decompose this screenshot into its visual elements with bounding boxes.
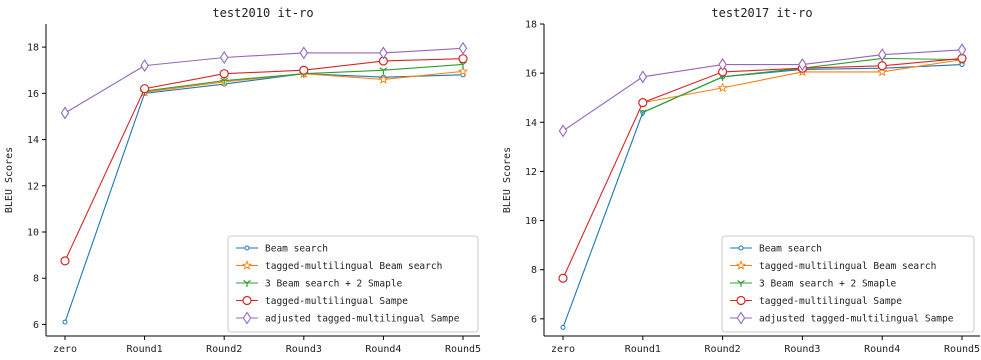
chart-title: test2017 it-ro xyxy=(711,6,812,20)
series-line xyxy=(562,57,963,279)
series-3 xyxy=(60,54,468,266)
legend: Beam search tagged-multilingual Beam sear… xyxy=(227,235,479,333)
data-point xyxy=(220,77,229,85)
x-tick-label: Round4 xyxy=(864,344,900,355)
series-line xyxy=(64,73,464,323)
data-point xyxy=(140,84,150,94)
legend-marker xyxy=(736,311,746,325)
legend-label: tagged-multilingual Beam search xyxy=(759,261,936,272)
y-axis-label: BLEU Scores xyxy=(4,147,15,213)
x-tick-label: Round1 xyxy=(625,344,661,355)
series-line xyxy=(64,47,464,114)
series-line xyxy=(562,63,963,328)
data-point xyxy=(299,65,309,75)
legend-label: tagged-multilingual Beam search xyxy=(265,261,442,272)
legend: Beam search tagged-multilingual Beam sear… xyxy=(721,235,975,333)
data-point xyxy=(798,58,807,72)
legend-marker xyxy=(243,280,251,287)
data-point xyxy=(717,82,728,93)
y-axis-label: BLEU Scores xyxy=(502,147,513,213)
y-tick-label: 16 xyxy=(525,69,537,80)
data-point xyxy=(877,48,887,62)
y-tick-label: 6 xyxy=(33,320,39,331)
legend-marker xyxy=(242,311,252,325)
legend-marker xyxy=(244,245,250,251)
x-tick-label: Round5 xyxy=(445,344,481,355)
x-tick-label: Round4 xyxy=(365,344,401,355)
x-tick-label: zero xyxy=(53,344,77,355)
data-point xyxy=(458,41,468,55)
legend-marker xyxy=(735,260,747,270)
x-tick-label: Round3 xyxy=(286,344,322,355)
legend-label: 3 Beam search + 2 Smaple xyxy=(759,279,897,290)
series-4 xyxy=(558,43,967,138)
legend-marker xyxy=(737,280,745,287)
data-point xyxy=(718,58,727,72)
y-tick-label: 10 xyxy=(525,216,537,227)
data-point xyxy=(299,46,309,60)
data-point xyxy=(60,106,70,120)
y-tick-label: 16 xyxy=(27,89,39,100)
legend-label: Beam search xyxy=(759,244,822,255)
data-point xyxy=(379,67,388,75)
data-point xyxy=(558,273,568,283)
legend-box xyxy=(227,235,479,333)
x-tick-label: Round2 xyxy=(206,344,242,355)
data-point xyxy=(458,54,468,64)
legend-label: Beam search xyxy=(265,244,328,255)
data-point xyxy=(457,65,469,76)
legend-label: 3 Beam search + 2 Smaple xyxy=(265,279,403,290)
x-tick-label: zero xyxy=(551,344,575,355)
series-4 xyxy=(60,41,468,120)
y-tick-label: 10 xyxy=(27,228,39,239)
y-tick-label: 18 xyxy=(525,20,537,31)
y-tick-label: 18 xyxy=(27,43,39,54)
y-tick-label: 12 xyxy=(27,181,39,192)
data-point xyxy=(957,43,967,57)
legend-label: adjusted tagged-multilingual Sampe xyxy=(265,314,460,325)
data-point xyxy=(560,324,566,330)
y-tick-label: 8 xyxy=(33,274,39,285)
legend-marker xyxy=(738,245,744,251)
data-point xyxy=(378,74,389,84)
data-point xyxy=(638,70,648,84)
legend-label: adjusted tagged-multilingual Sampe xyxy=(759,314,954,325)
series-line xyxy=(562,49,963,132)
data-point xyxy=(877,61,887,71)
data-point xyxy=(379,46,388,60)
data-point xyxy=(219,51,229,65)
data-point xyxy=(60,256,70,266)
chart-test2010: test2010 it-ro BLEU Scores 6 8 10 12 14 16 18 zer… xyxy=(4,6,481,355)
chart-title: test2010 it-ro xyxy=(212,6,313,20)
data-point xyxy=(459,61,467,69)
series-line xyxy=(64,58,464,262)
legend-box xyxy=(721,235,975,333)
legend-label: tagged-multilingual Sampe xyxy=(759,296,902,307)
data-point xyxy=(219,69,229,79)
y-tick-label: 12 xyxy=(525,167,537,178)
y-tick-label: 14 xyxy=(27,135,39,146)
x-tick-label: Round2 xyxy=(705,344,741,355)
y-tick-label: 8 xyxy=(531,265,537,276)
data-point xyxy=(877,66,888,77)
data-point xyxy=(140,59,149,73)
legend-label: tagged-multilingual Sampe xyxy=(265,296,408,307)
legend-marker xyxy=(241,260,253,270)
series-3 xyxy=(558,53,967,283)
legend-marker xyxy=(736,295,746,306)
data-point xyxy=(638,98,648,108)
x-tick-label: Round1 xyxy=(127,344,163,355)
data-point xyxy=(62,319,68,325)
y-tick-label: 14 xyxy=(525,118,537,129)
data-point xyxy=(558,124,568,138)
legend-marker xyxy=(242,295,252,306)
chart-test2017: test2017 it-ro BLEU Scores 6 8 10 12 14 16 18 zer… xyxy=(502,6,980,355)
x-tick-label: Round5 xyxy=(944,344,980,355)
y-tick-label: 6 xyxy=(531,314,537,325)
x-tick-label: Round3 xyxy=(784,344,820,355)
